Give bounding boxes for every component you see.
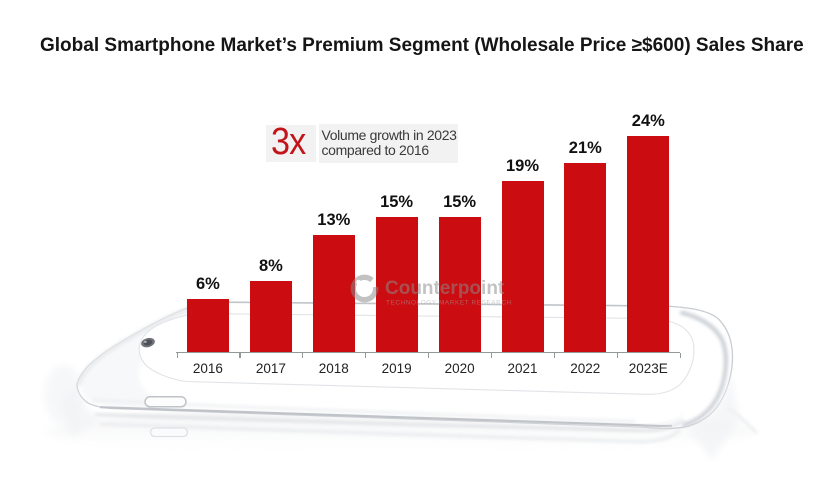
svg-text:Counterpoint: Counterpoint	[385, 278, 505, 299]
svg-text:TECHNOLOGY MARKET RESEARCH: TECHNOLOGY MARKET RESEARCH	[386, 300, 512, 307]
